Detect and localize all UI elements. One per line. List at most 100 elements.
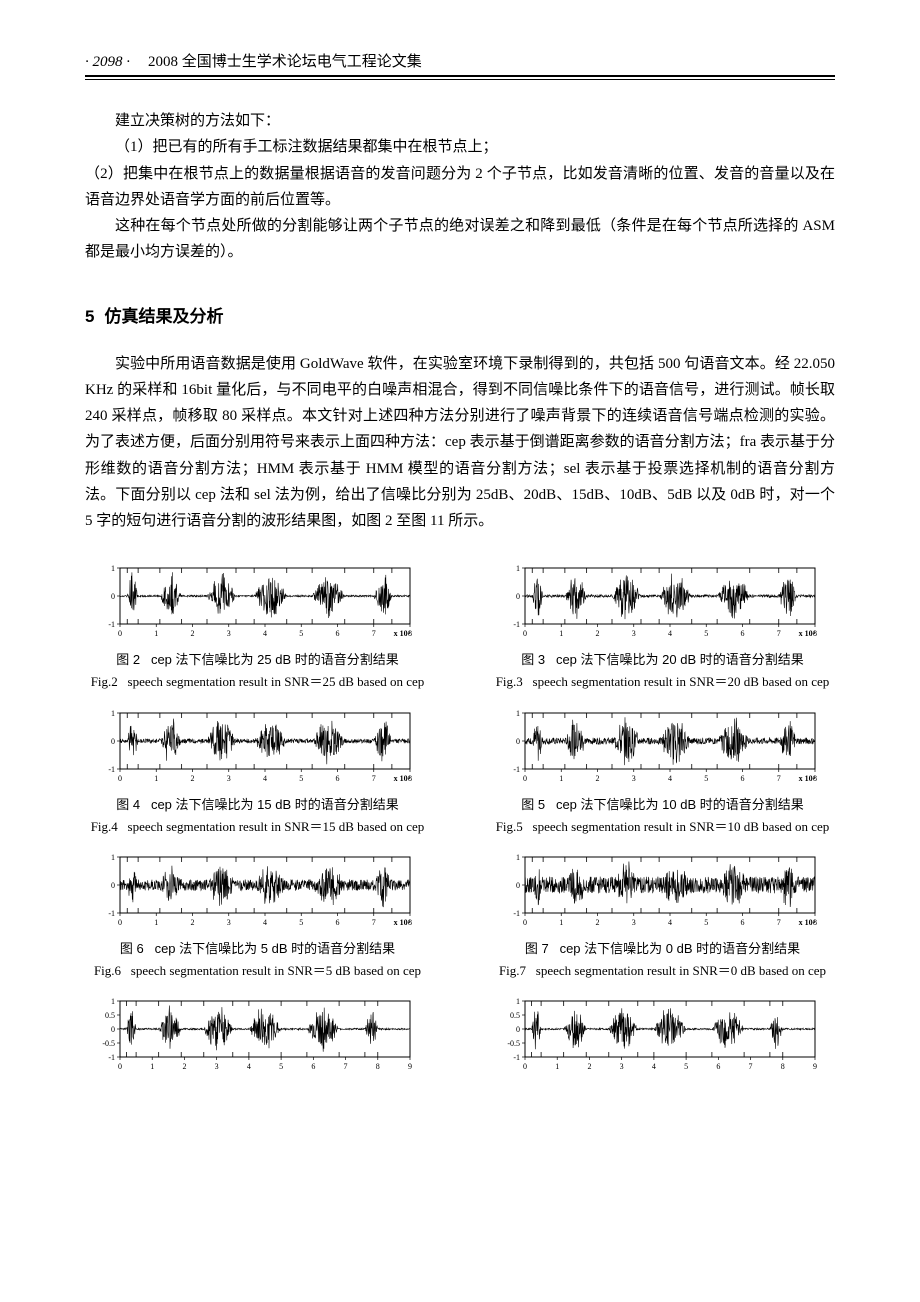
svg-text:2: 2: [190, 774, 194, 783]
svg-text:2: 2: [190, 629, 194, 638]
svg-text:5: 5: [704, 629, 708, 638]
svg-text:2: 2: [190, 918, 194, 927]
figure-caption-cn: 图 4 cep 法下信噪比为 15 dB 时的语音分割结果: [116, 795, 398, 815]
svg-text:1: 1: [555, 1062, 559, 1071]
svg-text:8: 8: [375, 1062, 379, 1071]
svg-text:1: 1: [516, 997, 520, 1006]
svg-text:-1: -1: [108, 620, 115, 629]
figure-block-fig7: 012345678-101 x 10⁴ 图 7 cep 法下信噪比为 0 dB …: [490, 851, 835, 981]
figure-caption-en: Fig.4 speech segmentation result in SNR＝…: [91, 817, 425, 837]
figure-caption-cn: 图 7 cep 法下信噪比为 0 dB 时的语音分割结果: [525, 939, 800, 959]
svg-text:0.5: 0.5: [510, 1011, 520, 1020]
figure-caption-en-text: speech segmentation result in SNR＝10 dB …: [533, 819, 830, 834]
figure-block-fig4: 012345678-101 x 10⁴ 图 4 cep 法下信噪比为 15 dB…: [85, 707, 430, 837]
figure-label-en: Fig.4: [91, 819, 118, 834]
svg-text:4: 4: [668, 629, 672, 638]
waveform-chart: 012345678-101 x 10⁴: [503, 851, 823, 931]
figure-caption-cn-text: cep 法下信噪比为 5 dB 时的语音分割结果: [155, 941, 396, 956]
figure-caption-cn-text: cep 法下信噪比为 15 dB 时的语音分割结果: [151, 797, 399, 812]
waveform-chart: 012345678-101 x 10⁴: [98, 562, 418, 642]
figure-caption-cn-text: cep 法下信噪比为 0 dB 时的语音分割结果: [560, 941, 801, 956]
svg-text:0: 0: [111, 592, 115, 601]
figure-caption-en: Fig.6 speech segmentation result in SNR＝…: [94, 961, 421, 981]
svg-text:6: 6: [740, 774, 744, 783]
page-number: · 2098 ·: [85, 54, 130, 71]
svg-text:1: 1: [516, 853, 520, 862]
svg-text:-0.5: -0.5: [507, 1039, 520, 1048]
figure-label-cn: 图 2: [116, 652, 140, 667]
svg-text:x 10⁴: x 10⁴: [393, 774, 410, 783]
svg-text:4: 4: [668, 918, 672, 927]
svg-text:5: 5: [279, 1062, 283, 1071]
svg-text:5: 5: [704, 918, 708, 927]
figure-block-fig6: 012345678-101 x 10⁴ 图 6 cep 法下信噪比为 5 dB …: [85, 851, 430, 981]
svg-text:1: 1: [154, 774, 158, 783]
svg-text:0: 0: [111, 881, 115, 890]
svg-text:6: 6: [716, 1062, 720, 1071]
running-header: · 2098 · 2008 全国博士生学术论坛电气工程论文集: [85, 50, 835, 71]
figure-caption-cn: 图 5 cep 法下信噪比为 10 dB 时的语音分割结果: [521, 795, 803, 815]
para-1: 建立决策树的方法如下：: [85, 108, 835, 134]
svg-text:x 10⁴: x 10⁴: [798, 918, 815, 927]
figure-caption-cn-text: cep 法下信噪比为 20 dB 时的语音分割结果: [556, 652, 804, 667]
figure-label-cn: 图 5: [521, 797, 545, 812]
svg-text:5: 5: [684, 1062, 688, 1071]
page: · 2098 · 2008 全国博士生学术论坛电气工程论文集 建立决策树的方法如…: [0, 0, 920, 1115]
svg-text:4: 4: [651, 1062, 655, 1071]
figure-caption-en-text: speech segmentation result in SNR＝15 dB …: [128, 819, 425, 834]
svg-text:x 10⁴: x 10⁴: [798, 629, 815, 638]
figure-label-cn: 图 7: [525, 941, 549, 956]
svg-text:6: 6: [335, 629, 339, 638]
svg-text:4: 4: [263, 774, 267, 783]
figure-caption-cn: 图 3 cep 法下信噪比为 20 dB 时的语音分割结果: [521, 650, 803, 670]
waveform-chart: 012345678-101 x 10⁴: [503, 562, 823, 642]
svg-text:4: 4: [668, 774, 672, 783]
svg-text:6: 6: [311, 1062, 315, 1071]
figure-caption-en: Fig.7 speech segmentation result in SNR＝…: [499, 961, 826, 981]
waveform-chart: 012345678-101 x 10⁴: [503, 707, 823, 787]
svg-text:6: 6: [740, 918, 744, 927]
figure-caption-cn: 图 2 cep 法下信噪比为 25 dB 时的语音分割结果: [116, 650, 398, 670]
svg-text:-0.5: -0.5: [102, 1039, 115, 1048]
figure-label-en: Fig.2: [91, 674, 118, 689]
svg-text:1: 1: [154, 629, 158, 638]
running-title: 2008 全国博士生学术论坛电气工程论文集: [148, 50, 422, 71]
para-3: （2）把集中在根节点上的数据量根据语音的发音问题分为 2 个子节点，比如发音清晰…: [85, 161, 835, 214]
waveform-chart: 0123456789-1-0.500.51: [98, 995, 418, 1075]
svg-text:8: 8: [780, 1062, 784, 1071]
svg-text:7: 7: [343, 1062, 347, 1071]
svg-text:3: 3: [226, 629, 230, 638]
waveform-chart: 012345678-101 x 10⁴: [98, 851, 418, 931]
svg-text:0.5: 0.5: [105, 1011, 115, 1020]
svg-text:2: 2: [587, 1062, 591, 1071]
figure-block-fig2: 012345678-101 x 10⁴ 图 2 cep 法下信噪比为 25 dB…: [85, 562, 430, 692]
svg-text:7: 7: [776, 629, 780, 638]
svg-text:1: 1: [111, 997, 115, 1006]
svg-text:1: 1: [150, 1062, 154, 1071]
figure-caption-cn: 图 6 cep 法下信噪比为 5 dB 时的语音分割结果: [120, 939, 395, 959]
svg-text:7: 7: [371, 774, 375, 783]
header-rule-thick: [85, 75, 835, 77]
svg-text:9: 9: [813, 1062, 817, 1071]
figure-label-en: Fig.7: [499, 963, 526, 978]
svg-text:6: 6: [335, 774, 339, 783]
svg-text:5: 5: [299, 918, 303, 927]
svg-text:1: 1: [111, 853, 115, 862]
svg-text:5: 5: [299, 629, 303, 638]
svg-text:-1: -1: [513, 765, 520, 774]
svg-text:0: 0: [118, 774, 122, 783]
figure-block-fig9: 0123456789-1-0.500.51: [490, 995, 835, 1075]
figure-label-cn: 图 6: [120, 941, 144, 956]
svg-text:2: 2: [595, 918, 599, 927]
figure-block-fig5: 012345678-101 x 10⁴ 图 5 cep 法下信噪比为 10 dB…: [490, 707, 835, 837]
figure-caption-en-text: speech segmentation result in SNR＝20 dB …: [533, 674, 830, 689]
svg-text:6: 6: [740, 629, 744, 638]
svg-text:4: 4: [263, 629, 267, 638]
svg-text:7: 7: [776, 918, 780, 927]
figure-caption-en: Fig.2 speech segmentation result in SNR＝…: [91, 672, 425, 692]
svg-text:9: 9: [408, 1062, 412, 1071]
section-5-body: 实验中所用语音数据是使用 GoldWave 软件，在实验室环境下录制得到的，共包…: [85, 351, 835, 535]
para-2: （1）把已有的所有手工标注数据结果都集中在根节点上；: [85, 134, 835, 160]
svg-text:5: 5: [299, 774, 303, 783]
figure-block-fig8: 0123456789-1-0.500.51: [85, 995, 430, 1075]
